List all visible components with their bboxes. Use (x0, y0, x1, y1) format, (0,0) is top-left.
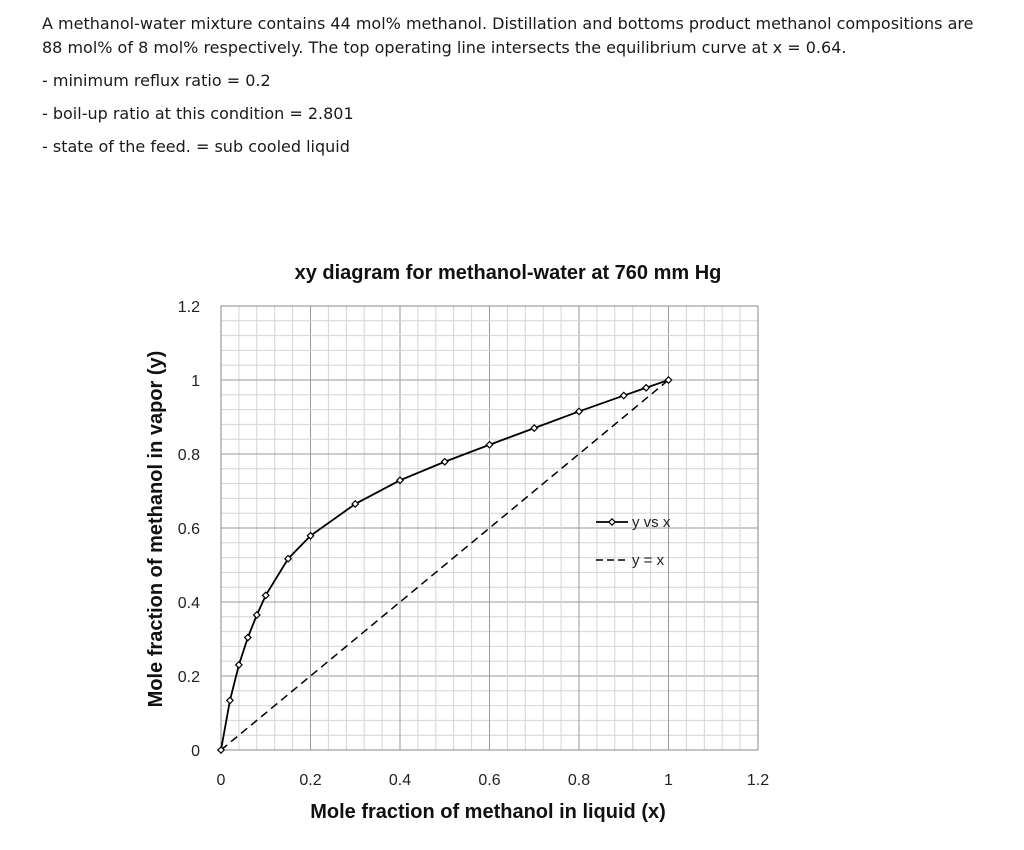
data-point-marker (664, 375, 673, 385)
data-point-marker (351, 499, 360, 508)
series (216, 375, 673, 755)
data-point-marker (574, 407, 584, 416)
y-tick-label: 0.6 (178, 521, 200, 538)
problem-statement: A methanol-water mixture contains 44 mol… (42, 14, 974, 57)
data-point-marker (225, 696, 234, 705)
x-tick-label: 1 (664, 772, 673, 789)
data-point-marker (306, 531, 315, 540)
x-tick-label: 0.8 (568, 772, 590, 789)
y-tick-label: 0 (191, 743, 200, 760)
legend: y vs x y = x (596, 514, 671, 569)
x-tick-label: 0 (217, 772, 226, 789)
x-tick-label: 1.2 (747, 772, 769, 789)
x-tick-label: 0.6 (478, 772, 500, 789)
data-point-marker (234, 660, 243, 669)
y-tick-label: 0.4 (178, 595, 200, 612)
data-point-marker (284, 554, 293, 563)
data-point-marker (440, 457, 449, 466)
data-point-marker (395, 476, 405, 485)
legend-marker (607, 517, 617, 527)
problem-text: A methanol-water mixture contains 44 mol… (42, 12, 992, 159)
y-tick-label: 1 (191, 373, 200, 390)
data-point-marker (261, 591, 270, 600)
y-axis-label: Mole fraction of methanol in vapor (y) (145, 351, 167, 708)
legend-label-y-vs-x: y vs x (632, 514, 671, 531)
answer-feed-state: - state of the feed. = sub cooled liquid (42, 137, 350, 156)
plot-area (220, 305, 759, 751)
x-axis-label: Mole fraction of methanol in liquid (x) (310, 801, 666, 823)
y-tick-label: 0.2 (178, 669, 200, 686)
data-point-marker (619, 391, 628, 400)
tick-labels: 0 0.2 0.4 0.6 0.8 1 1.2 0 0.2 0.4 0.6 0.8 1 1.2 (178, 299, 769, 789)
x-tick-label: 0.4 (389, 772, 411, 789)
data-point-marker (642, 383, 651, 392)
legend-label-y-equals-x: y = x (632, 552, 665, 569)
y-tick-label: 0.8 (178, 447, 200, 464)
data-point-marker (243, 633, 252, 642)
y-tick-label: 1.2 (178, 299, 200, 316)
data-point-marker (485, 440, 494, 449)
chart-title: xy diagram for methanol-water at 760 mm … (295, 262, 722, 284)
data-point-marker (530, 424, 539, 433)
answer-boilup: - boil-up ratio at this condition = 2.80… (42, 104, 354, 123)
x-tick-label: 0.2 (299, 772, 321, 789)
series-line-y-equals-x (220, 379, 669, 751)
data-point-marker (216, 745, 226, 755)
answer-reflux: - minimum reflux ratio = 0.2 (42, 71, 271, 90)
data-point-marker (252, 610, 261, 619)
